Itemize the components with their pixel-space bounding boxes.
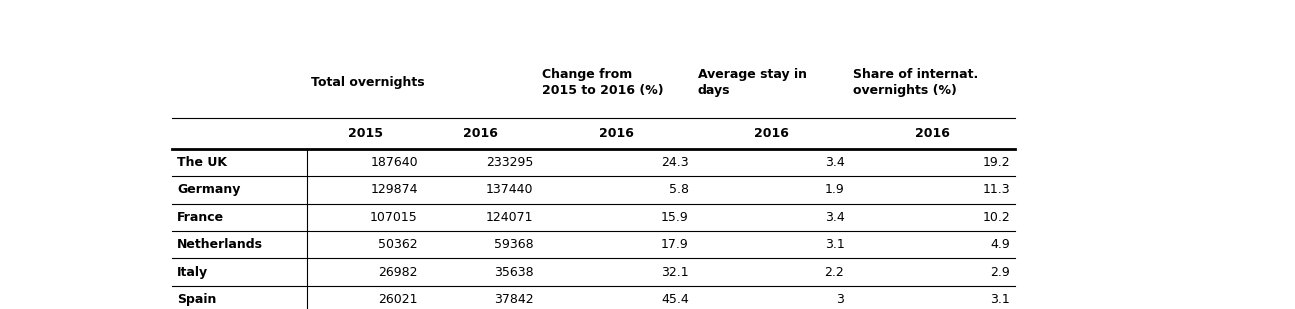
Text: 2.9: 2.9: [991, 265, 1010, 278]
Text: 233295: 233295: [486, 156, 534, 169]
Text: 24.3: 24.3: [662, 156, 689, 169]
Text: 129874: 129874: [370, 184, 418, 197]
Text: 10.2: 10.2: [982, 211, 1010, 224]
Text: 3.4: 3.4: [825, 156, 844, 169]
Text: 187640: 187640: [370, 156, 418, 169]
Text: Netherlands: Netherlands: [177, 238, 263, 251]
Text: 107015: 107015: [370, 211, 418, 224]
Text: Total overnights: Total overnights: [311, 76, 425, 89]
Text: 50362: 50362: [378, 238, 418, 251]
Text: 37842: 37842: [493, 293, 534, 306]
Text: 3.1: 3.1: [825, 238, 844, 251]
Text: France: France: [177, 211, 224, 224]
Text: 2016: 2016: [598, 127, 633, 140]
Text: 1.9: 1.9: [825, 184, 844, 197]
Text: 2016: 2016: [914, 127, 949, 140]
Text: 137440: 137440: [486, 184, 534, 197]
Text: 5.8: 5.8: [668, 184, 689, 197]
Text: 124071: 124071: [486, 211, 534, 224]
Text: Italy: Italy: [177, 265, 208, 278]
Text: 26021: 26021: [378, 293, 418, 306]
Text: 35638: 35638: [493, 265, 534, 278]
Text: 11.3: 11.3: [983, 184, 1010, 197]
Text: 45.4: 45.4: [660, 293, 689, 306]
Text: Change from
2015 to 2016 (%): Change from 2015 to 2016 (%): [543, 68, 664, 97]
Text: 3.1: 3.1: [991, 293, 1010, 306]
Text: 2016: 2016: [754, 127, 789, 140]
Text: 4.9: 4.9: [991, 238, 1010, 251]
Text: 19.2: 19.2: [983, 156, 1010, 169]
Text: Spain: Spain: [177, 293, 216, 306]
Text: 32.1: 32.1: [662, 265, 689, 278]
Text: 26982: 26982: [378, 265, 418, 278]
Text: 15.9: 15.9: [660, 211, 689, 224]
Text: 3: 3: [837, 293, 844, 306]
Text: The UK: The UK: [177, 156, 227, 169]
Text: 3.4: 3.4: [825, 211, 844, 224]
Text: Average stay in
days: Average stay in days: [698, 68, 807, 97]
Text: 2015: 2015: [347, 127, 382, 140]
Text: 2016: 2016: [464, 127, 499, 140]
Text: Share of internat.
overnights (%): Share of internat. overnights (%): [853, 68, 979, 97]
Text: Germany: Germany: [177, 184, 241, 197]
Text: 59368: 59368: [493, 238, 534, 251]
Text: 2.2: 2.2: [825, 265, 844, 278]
Text: 17.9: 17.9: [660, 238, 689, 251]
